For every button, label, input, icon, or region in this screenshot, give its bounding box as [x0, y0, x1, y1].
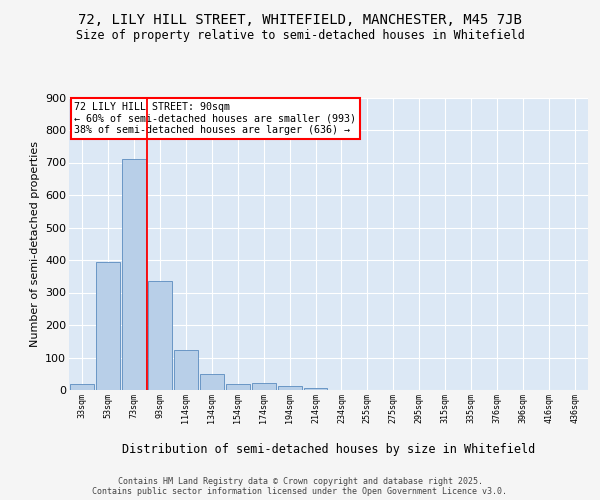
Text: Size of property relative to semi-detached houses in Whitefield: Size of property relative to semi-detach… [76, 29, 524, 42]
Bar [96, 262, 120, 390]
Y-axis label: Number of semi-detached properties: Number of semi-detached properties [29, 141, 40, 347]
Text: Distribution of semi-detached houses by size in Whitefield: Distribution of semi-detached houses by … [122, 442, 535, 456]
Text: 72, LILY HILL STREET, WHITEFIELD, MANCHESTER, M45 7JB: 72, LILY HILL STREET, WHITEFIELD, MANCHE… [78, 12, 522, 26]
Bar [148, 281, 172, 390]
Bar [174, 350, 198, 390]
Bar [304, 388, 328, 390]
Bar [70, 384, 94, 390]
Bar [122, 159, 146, 390]
Text: 72 LILY HILL STREET: 90sqm
← 60% of semi-detached houses are smaller (993)
38% o: 72 LILY HILL STREET: 90sqm ← 60% of semi… [74, 102, 356, 135]
Text: Contains HM Land Registry data © Crown copyright and database right 2025.
Contai: Contains HM Land Registry data © Crown c… [92, 476, 508, 496]
Bar [251, 383, 275, 390]
Bar [278, 386, 302, 390]
Bar [226, 384, 250, 390]
Bar [200, 374, 224, 390]
